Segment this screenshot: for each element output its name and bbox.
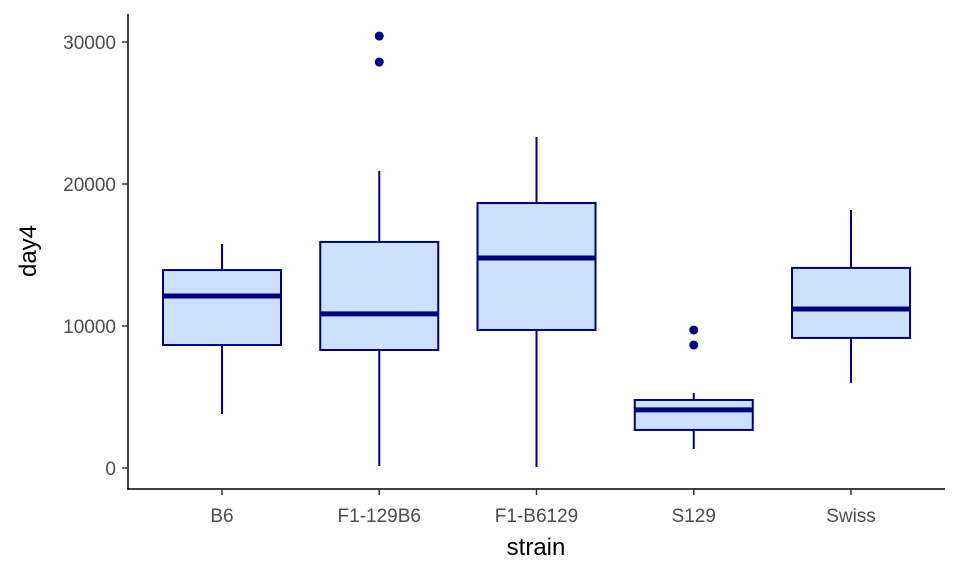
iqr-box <box>162 269 282 347</box>
box-s129 <box>633 325 754 449</box>
iqr-box <box>633 398 754 431</box>
x-tick-label: F1-B6129 <box>495 506 578 527</box>
x-tick-label: S129 <box>672 506 716 527</box>
outlier-point <box>374 31 384 41</box>
x-axis-title: strain <box>507 534 566 561</box>
box-b6 <box>162 243 282 415</box>
outlier-point <box>689 340 699 350</box>
y-tick-label: 0 <box>105 459 116 480</box>
y-tick-label: 30000 <box>63 33 116 54</box>
y-axis-title: day4 <box>15 225 42 277</box>
iqr-box <box>791 266 911 339</box>
iqr-box <box>476 202 597 331</box>
y-tick-label: 10000 <box>63 317 116 338</box>
box-f1-129b6 <box>319 31 440 467</box>
plot-marks <box>162 31 911 468</box>
x-tick-label: Swiss <box>826 506 876 527</box>
x-tick-label: F1-129B6 <box>338 506 421 527</box>
outlier-point <box>689 325 699 335</box>
y-tick-label: 20000 <box>63 175 116 196</box>
box-f1-b6129 <box>476 136 597 468</box>
iqr-box <box>319 240 440 351</box>
box-swiss <box>791 209 911 383</box>
x-tick-label: B6 <box>210 506 233 527</box>
outlier-point <box>374 57 384 67</box>
y-ticks: 0 10000 20000 30000 <box>63 33 128 480</box>
x-ticks: B6 F1-129B6 F1-B6129 S129 Swiss <box>210 489 876 527</box>
